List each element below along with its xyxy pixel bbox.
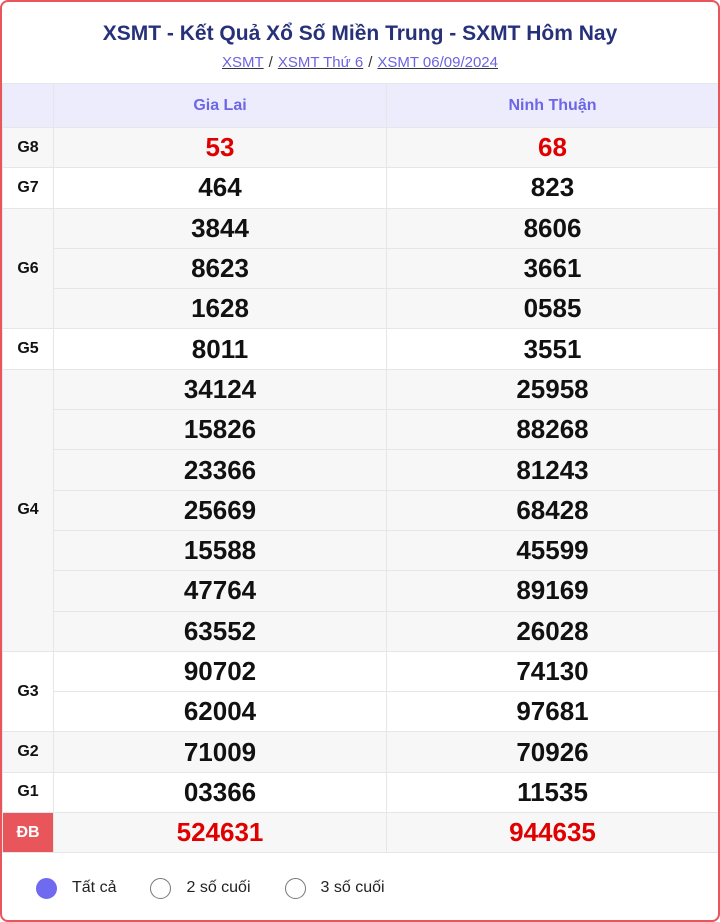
table-row: G5 8011 3551 [2, 328, 718, 370]
prize-number: 89169 [386, 570, 718, 612]
prize-number: 3844 [53, 207, 387, 249]
prize-number: 944635 [386, 812, 718, 854]
table-row: G3 90702 74130 [2, 650, 718, 733]
breadcrumb-date[interactable]: XSMT 06/09/2024 [377, 54, 498, 71]
prize-number: 45599 [386, 529, 718, 572]
table-row: G4 34124 25958 [2, 368, 718, 652]
prize-label: G8 [2, 126, 54, 169]
prize-number: 88268 [386, 409, 718, 451]
prize-number: 34124 [53, 368, 387, 411]
prize-number: 03366 [53, 771, 387, 814]
prize-number: 26028 [386, 610, 718, 652]
radio-button[interactable] [150, 877, 172, 899]
filter-option[interactable]: 2 số cuối [150, 877, 251, 899]
radio-button[interactable] [284, 877, 306, 899]
prize-label: G5 [2, 328, 54, 370]
prize-number: 524631 [53, 812, 387, 854]
table-row: G8 53 68 [2, 126, 718, 169]
prize-label: G2 [2, 731, 54, 773]
prize-number: 47764 [53, 570, 387, 612]
table-row: 62004 97681 [3, 691, 718, 733]
table-row: 25669 68428 [3, 489, 718, 531]
table-row: 8623 3661 [3, 247, 718, 290]
header-prize [2, 83, 54, 128]
page-title: XSMT - Kết Quả Xổ Số Miền Trung - SXMT H… [102, 22, 618, 45]
prize-label: G4 [2, 368, 54, 652]
filter-label: Tất cả [72, 879, 117, 897]
prize-number: 62004 [53, 691, 387, 733]
prize-number: 68 [386, 126, 718, 169]
prize-number: 23366 [53, 449, 387, 491]
table-row: 15588 45599 [3, 529, 718, 572]
prize-label: ĐB [2, 812, 54, 854]
prize-number: 71009 [53, 731, 387, 773]
prize-number: 464 [53, 167, 387, 209]
prize-number: 823 [386, 167, 718, 209]
prize-number: 53 [53, 126, 387, 169]
prize-label: G6 [2, 207, 54, 330]
prize-number: 74130 [386, 650, 718, 693]
prize-number: 15826 [53, 409, 387, 451]
header-province: Ninh Thuận [386, 83, 718, 128]
table-row: G7 464 823 [2, 167, 718, 209]
table-row: 1628 0585 [3, 288, 718, 330]
table-row: G1 03366 11535 [2, 771, 718, 814]
filter-option[interactable]: 3 số cuối [284, 877, 385, 899]
table-row: 63552 26028 [3, 610, 718, 652]
table-row: ĐB 524631 944635 [2, 812, 718, 854]
prize-number: 8606 [386, 207, 718, 249]
prize-number: 25958 [386, 368, 718, 411]
prize-number: 11535 [386, 771, 718, 814]
prize-number: 25669 [53, 489, 387, 531]
prize-number: 68428 [386, 489, 718, 531]
prize-number: 90702 [53, 650, 387, 693]
results-table: Gia Lai Ninh Thuận G8 53 68 G7 464 823 G6 3844 8… [2, 83, 718, 854]
prize-number: 63552 [53, 610, 387, 652]
prize-number: 8011 [53, 328, 387, 370]
prize-number: 0585 [386, 288, 718, 330]
filter-label: 3 số cuối [320, 879, 385, 897]
prize-label: G7 [2, 167, 54, 209]
radio-button[interactable] [36, 877, 57, 899]
prize-number: 15588 [53, 529, 387, 572]
breadcrumb-xsmt[interactable]: XSMT [221, 54, 264, 71]
prize-number: 81243 [386, 449, 718, 491]
table-row: G2 71009 70926 [2, 731, 718, 773]
breadcrumb-thu-6[interactable]: XSMT Thứ 6 [277, 54, 364, 71]
filter-option[interactable]: Tất cả [36, 877, 117, 899]
prize-number: 8623 [53, 247, 387, 290]
prize-label: G3 [2, 650, 54, 733]
header-province: Gia Lai [53, 83, 387, 128]
table-row: 15826 88268 [3, 409, 718, 451]
table-row: 47764 89169 [3, 570, 718, 612]
breadcrumb: XSMT / XSMT Thứ 6/XSMT 06/09/2024 [221, 54, 498, 71]
digit-filter: Tất cả 2 số cuối 3 số cuối [2, 853, 718, 920]
prize-label: G1 [2, 771, 54, 814]
table-row: 23366 81243 [3, 449, 718, 491]
prize-number: 70926 [386, 731, 718, 773]
table-row: G6 3844 8606 [2, 207, 718, 330]
prize-number: 1628 [53, 288, 387, 330]
prize-number: 97681 [386, 691, 718, 733]
filter-label: 2 số cuối [186, 879, 251, 897]
prize-number: 3661 [386, 247, 718, 290]
prize-number: 3551 [386, 328, 718, 370]
